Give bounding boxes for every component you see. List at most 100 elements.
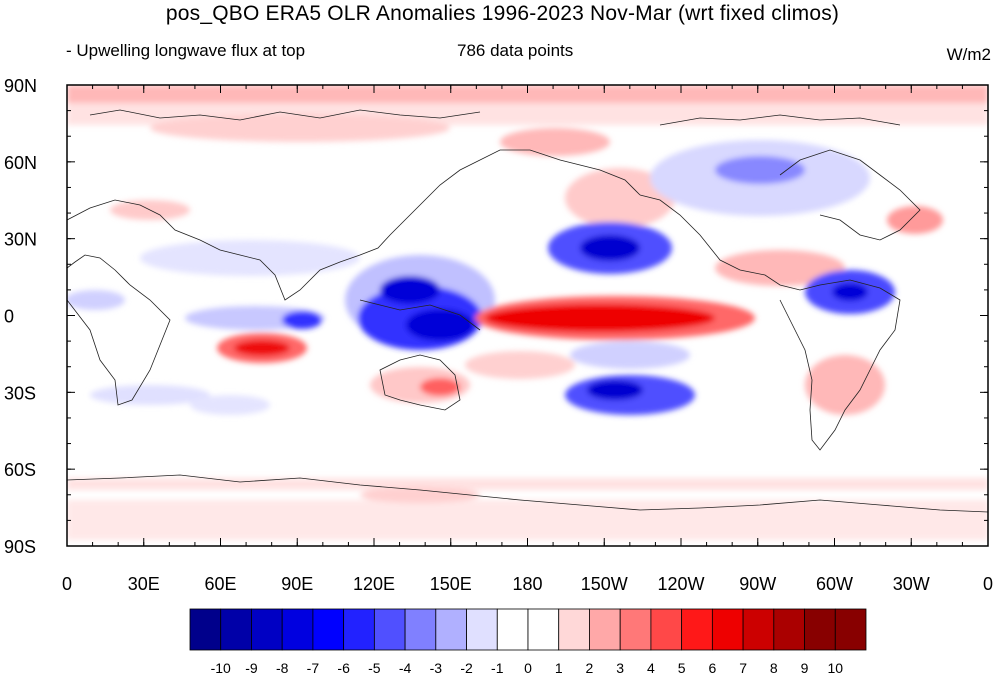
- colorbar-box: [711, 608, 744, 651]
- lon-label: 150W: [581, 574, 628, 594]
- anomaly-north-pacific: [565, 168, 675, 228]
- anomaly-spcz-positive: [465, 351, 575, 379]
- colorbar-box: [681, 608, 713, 651]
- colorbar-box: [466, 608, 498, 651]
- coast-asia-east: [399, 149, 641, 226]
- anomaly-south-america-positive: [805, 355, 885, 415]
- colorbar-label: -4: [399, 660, 412, 676]
- colorbar-label: 3: [616, 660, 624, 676]
- lat-label: 30N: [4, 230, 37, 250]
- colorbar-box: [773, 608, 805, 651]
- colorbar-label: -1: [491, 660, 504, 676]
- colorbar-box: [742, 608, 775, 651]
- latitude-labels: 90N 60N 30N 0 30S 60S 90S: [4, 76, 37, 557]
- anomaly-australia-positive: [420, 378, 460, 396]
- anomaly-indian-negative: [282, 311, 322, 329]
- colorbar-label: 7: [739, 660, 747, 676]
- anomaly-atlantic-north: [887, 206, 943, 234]
- colorbar-box: [189, 608, 222, 651]
- colorbar-box: [373, 608, 406, 651]
- coast-australia: [379, 354, 461, 411]
- coast-arctic-america: [659, 114, 901, 126]
- lat-label: 60S: [4, 460, 36, 480]
- anomaly-south-indian-2: [190, 395, 270, 415]
- lat-label: 0: [4, 307, 14, 327]
- colorbar-box: [527, 608, 560, 651]
- colorbar-box: [281, 608, 314, 651]
- data-count: 786 data points: [457, 41, 574, 60]
- colorbar-label: -6: [337, 660, 350, 676]
- plot-title: pos_QBO ERA5 OLR Anomalies 1996-2023 Nov…: [165, 2, 840, 25]
- anomaly-central-pacific-negative-core: [580, 235, 640, 261]
- lon-label: 30E: [128, 574, 160, 594]
- coast-asia-south: [67, 199, 401, 301]
- coast-americas: [639, 194, 901, 451]
- anomaly-maritime-core-north: [380, 276, 440, 304]
- anomaly-africa-north: [140, 240, 360, 276]
- colorbar-label: 0: [524, 660, 532, 676]
- lon-label: 0: [62, 574, 72, 594]
- anomaly-siberia: [150, 114, 450, 142]
- colorbar-box: [558, 608, 590, 651]
- lon-label: 0: [983, 574, 993, 594]
- lat-label: 60N: [4, 153, 37, 173]
- colorbar-box: [650, 608, 683, 651]
- colorbar-label: 9: [801, 660, 809, 676]
- anomaly-indian-positive-core: [234, 340, 290, 356]
- anomaly-bering: [500, 128, 610, 156]
- lat-label: 90S: [4, 537, 36, 557]
- colorbar-box: [343, 608, 375, 651]
- colorbar-box: [435, 608, 467, 651]
- longitude-labels: 0 30E 60E 90E 120E 150E 180 150W 120W 90W 60W 30W 0: [62, 574, 993, 594]
- units-label: W/m2: [946, 45, 991, 64]
- colorbar-label: 8: [770, 660, 778, 676]
- coast-antarctica: [67, 474, 988, 513]
- colorbar-label: -9: [245, 660, 258, 676]
- lat-label: 90N: [4, 76, 37, 96]
- lon-label: 120E: [353, 574, 395, 594]
- anomaly-equatorial-pacific-core: [485, 304, 715, 332]
- coast-indonesia: [359, 299, 481, 331]
- colorbar-label: 1: [555, 660, 563, 676]
- lat-label: 30S: [4, 383, 36, 403]
- colorbar-box: [251, 608, 283, 651]
- anomaly-maritime-core-south: [406, 309, 474, 341]
- lon-label: 30W: [893, 574, 930, 594]
- colorbar-label: 10: [827, 660, 843, 676]
- variable-description: - Upwelling longwave flux at top: [66, 41, 306, 60]
- anomaly-amazon-core: [832, 283, 868, 301]
- anomaly-canada-core: [715, 156, 805, 184]
- colorbar-label: 5: [678, 660, 686, 676]
- lon-label: 60E: [204, 574, 236, 594]
- colorbar-label: -5: [368, 660, 381, 676]
- anomaly-caribbean: [715, 250, 845, 286]
- coast-north-america-east: [779, 149, 921, 241]
- colorbar-label: -7: [307, 660, 320, 676]
- map-plot-area: [66, 84, 989, 547]
- lon-label: 120W: [657, 574, 704, 594]
- colorbar-box: [589, 608, 621, 651]
- anomaly-south-indian: [90, 385, 210, 405]
- anomaly-antarctic-rim: [360, 487, 480, 503]
- colorbar-box: [619, 608, 652, 651]
- lon-label: 150E: [430, 574, 472, 594]
- colorbar: -10 -9 -8 -7 -6 -5 -4 -3 -2 -1 0 1 2 3 4 5 6 7 8 9 10: [189, 608, 867, 676]
- anomaly-east-africa: [67, 290, 125, 310]
- coast-africa: [67, 254, 171, 406]
- colorbar-box: [804, 608, 836, 651]
- anomaly-antarctic: [67, 500, 988, 540]
- coastlines: [67, 109, 988, 513]
- anomaly-south-pacific-core: [587, 380, 643, 400]
- axis-ticks: [66, 84, 989, 547]
- colorbar-box: [834, 608, 867, 651]
- anomaly-southern-ocean: [67, 478, 988, 490]
- colorbar-label: 4: [647, 660, 655, 676]
- anomaly-south-pacific-band: [570, 341, 690, 369]
- coast-arctic-eurasia: [89, 109, 481, 121]
- colorbar-box: [404, 608, 437, 651]
- lon-label: 180: [512, 574, 542, 594]
- colorbar-label: 2: [586, 660, 594, 676]
- colorbar-box: [496, 608, 529, 651]
- colorbar-box: [220, 608, 252, 651]
